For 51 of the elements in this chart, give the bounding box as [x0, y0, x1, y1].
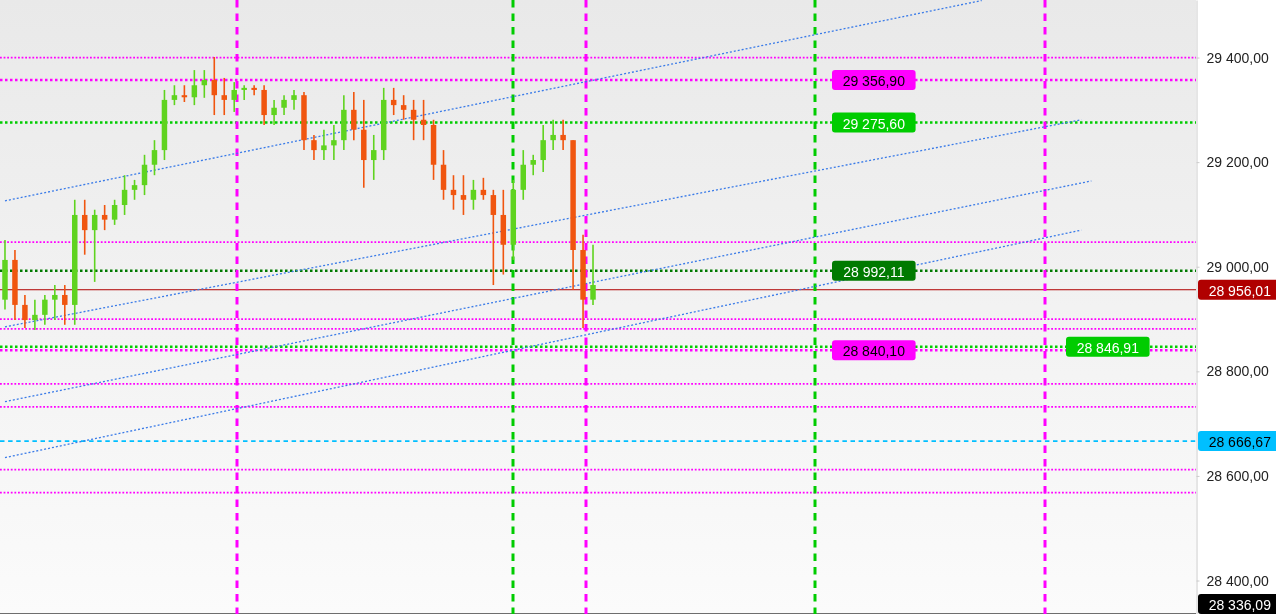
candlestick [400, 94, 407, 121]
candlestick [241, 84, 247, 101]
candlestick [490, 189, 497, 286]
ref-line-label: 28 840,10 [842, 343, 906, 360]
candlestick [121, 174, 128, 216]
ref-line-label: 28 992,11 [843, 263, 905, 280]
candlestick [540, 124, 546, 173]
candlestick [221, 77, 227, 116]
candlestick [81, 198, 88, 256]
candlestick [111, 198, 118, 226]
candlestick [470, 179, 477, 211]
candlestick [231, 81, 237, 113]
candlestick [311, 134, 317, 161]
candlestick [460, 174, 467, 216]
candlestick [291, 89, 297, 111]
candlestick [52, 284, 58, 321]
candlestick [351, 91, 357, 141]
candlestick [530, 154, 536, 176]
candlestick [191, 69, 198, 106]
y-tick-label: 29 200,00 [1206, 154, 1269, 171]
y-tick-label: 28 400,00 [1206, 572, 1269, 589]
candlestick [271, 99, 277, 126]
ref-line-label: 29 275,60 [842, 115, 906, 132]
candlestick [91, 208, 98, 283]
candlestick [101, 204, 108, 231]
candlestick [251, 84, 257, 96]
ref-line-label: 28 666,67 [1208, 434, 1272, 451]
y-tick-label: 29 400,00 [1206, 49, 1269, 66]
ref-line-label: 28 956,01 [1208, 282, 1272, 299]
ref-line-label: 28 846,91 [1076, 339, 1140, 356]
candlestick [22, 294, 28, 329]
candlestick [211, 56, 218, 116]
candlestick [550, 118, 556, 151]
candlestick [281, 94, 287, 116]
candlestick [42, 294, 48, 326]
candlestick [62, 284, 68, 326]
candlestick [321, 128, 327, 161]
candlestick [560, 118, 566, 151]
ref-line-label: 28 336,09 [1208, 597, 1272, 613]
candlestick [171, 84, 178, 106]
candlestick [331, 124, 337, 161]
y-tick-label: 28 600,00 [1206, 467, 1269, 484]
ref-line-label: 29 356,90 [842, 73, 906, 90]
candlestick [32, 298, 38, 331]
candlestick [410, 99, 417, 141]
y-tick-label: 28 800,00 [1206, 363, 1269, 380]
candlestick [131, 179, 138, 201]
candlestick [371, 134, 377, 181]
candlestick [151, 139, 158, 176]
candlestick [590, 243, 596, 306]
y-tick-label: 29 000,00 [1206, 258, 1269, 275]
